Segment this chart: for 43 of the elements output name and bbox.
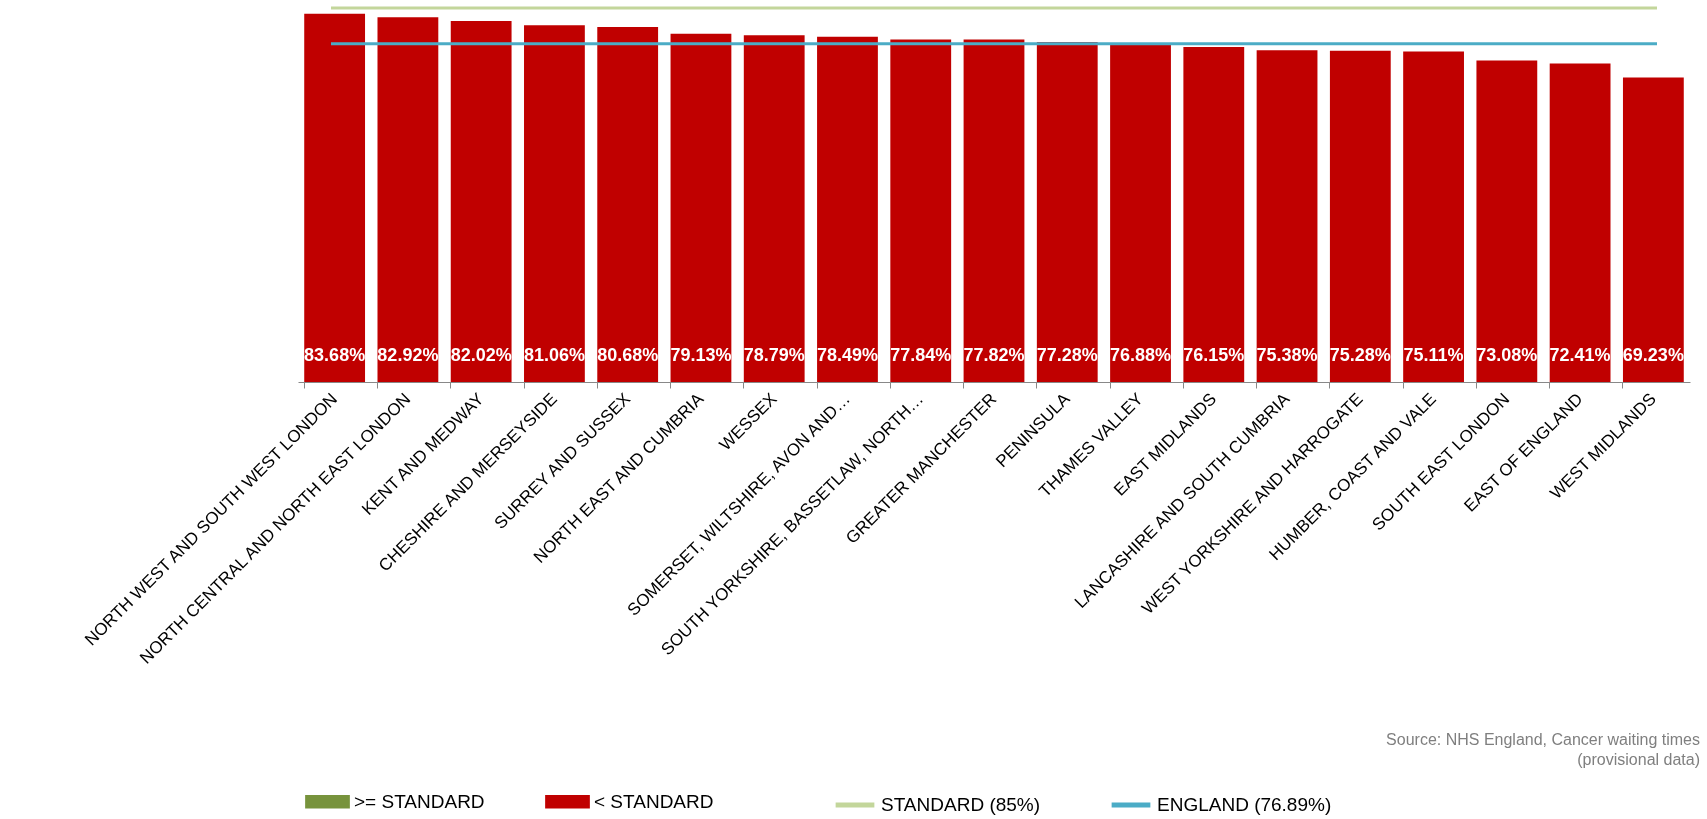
bar	[1476, 60, 1538, 382]
data-label: 75.38%	[1256, 345, 1318, 365]
data-label: 80.68%	[597, 345, 659, 365]
bar	[670, 33, 732, 382]
bar	[1403, 51, 1464, 382]
bar	[1256, 50, 1318, 382]
data-label: 76.15%	[1183, 345, 1245, 365]
bar	[963, 39, 1025, 382]
legend-label: STANDARD (85%)	[881, 794, 1041, 815]
bar	[817, 36, 878, 382]
data-label: 77.84%	[890, 345, 952, 365]
legend-label: >= STANDARD	[354, 790, 485, 812]
bar	[377, 17, 439, 382]
data-label: 76.88%	[1110, 345, 1172, 365]
bar	[1622, 77, 1684, 382]
data-label: 73.08%	[1476, 345, 1538, 365]
data-label: 75.28%	[1329, 345, 1391, 365]
bar	[304, 13, 366, 382]
data-label: 81.06%	[523, 345, 585, 365]
source-note: Source: NHS England, Cancer waiting times	[1386, 731, 1700, 748]
bar	[890, 39, 952, 382]
data-label: 75.11%	[1403, 345, 1464, 365]
data-label: 79.13%	[670, 345, 732, 365]
data-label: 82.92%	[377, 345, 439, 365]
data-label: 83.68%	[304, 345, 366, 365]
data-label: 72.41%	[1549, 345, 1611, 365]
data-label: 78.79%	[743, 345, 805, 365]
bar	[1549, 63, 1611, 382]
text: (provisional data)	[1577, 751, 1700, 768]
data-label: 78.49%	[816, 345, 878, 365]
bar	[524, 25, 585, 382]
data-label: 82.02%	[450, 345, 512, 365]
legend-label: < STANDARD	[594, 790, 714, 812]
data-label: 77.28%	[1036, 345, 1098, 365]
bar	[743, 35, 805, 382]
bar	[450, 21, 512, 382]
bar	[1329, 50, 1391, 382]
legend-label: ENGLAND (76.89%)	[1157, 794, 1332, 815]
data-label: 77.82%	[963, 345, 1025, 365]
data-label: 69.23%	[1622, 345, 1684, 365]
bar	[597, 27, 659, 382]
bar	[1183, 46, 1245, 382]
bar	[1110, 43, 1171, 382]
